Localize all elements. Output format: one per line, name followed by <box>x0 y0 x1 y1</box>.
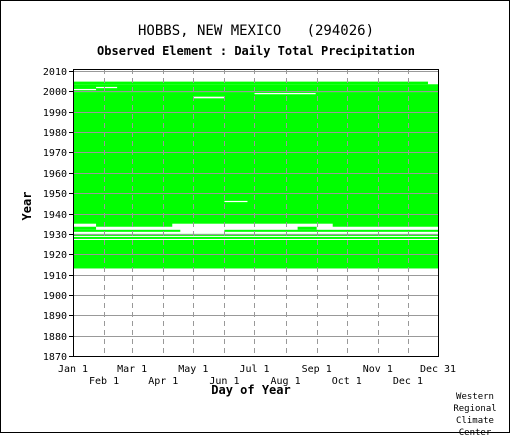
data-gap <box>193 96 225 99</box>
x-tick-label: Aug 1 <box>271 376 301 387</box>
y-tick-label: 1930 <box>43 230 67 241</box>
data-gap <box>73 88 97 91</box>
x-tick-label: Dec 31 <box>420 364 456 375</box>
credit-line: Regional <box>453 404 497 414</box>
y-tick-label: 1900 <box>43 291 67 302</box>
y-tick-label: 2010 <box>43 67 67 78</box>
x-tick-label: May 1 <box>178 364 208 375</box>
y-tick-label: 1940 <box>43 210 67 221</box>
y-tick-label: 1920 <box>43 250 67 261</box>
y-axis-label: Year <box>20 191 34 221</box>
y-tick-label: 2000 <box>43 87 67 98</box>
x-tick-label: Jul 1 <box>239 364 269 375</box>
x-tick-label: Mar 1 <box>117 364 147 375</box>
credit-line: Western <box>456 392 494 402</box>
y-tick-label: 1970 <box>43 148 67 159</box>
x-tick-label: Sep 1 <box>302 364 332 375</box>
station-id: (294026) <box>306 23 375 39</box>
coverage-block <box>96 222 173 227</box>
coverage-block <box>297 226 317 230</box>
tick-layer: 1870 1880 1890 1900 1910 1920 1930 1940 1950 1960… <box>43 67 456 387</box>
chart-title: HOBBS, NEW MEXICO (294026) <box>1 23 510 39</box>
data-gap <box>96 86 118 89</box>
coverage-block <box>73 226 97 230</box>
x-tick-label: Jun 1 <box>209 376 239 387</box>
x-tick-label: Feb 1 <box>89 376 119 387</box>
y-tick-label: 1980 <box>43 128 67 139</box>
y-tick-label: 1960 <box>43 169 67 180</box>
y-tick-label: 1990 <box>43 108 67 119</box>
credit-line: Center <box>458 428 492 438</box>
coverage-layer <box>73 81 438 269</box>
y-tick-label: 1870 <box>43 352 67 363</box>
chart-subtitle: Observed Element : Daily Total Precipita… <box>97 44 415 58</box>
coverage-block <box>73 84 438 93</box>
coverage-block <box>73 81 428 85</box>
x-tick-label: Oct 1 <box>332 376 362 387</box>
y-tick-label: 1910 <box>43 271 67 282</box>
coverage-block <box>73 92 438 224</box>
x-tick-label: Apr 1 <box>148 376 178 387</box>
credit-line: Climate <box>456 416 494 426</box>
x-tick-label: Jan 1 <box>58 364 88 375</box>
data-gap <box>254 93 316 95</box>
coverage-block <box>224 229 438 232</box>
x-tick-label: Nov 1 <box>363 364 393 375</box>
coverage-block <box>73 229 181 232</box>
station-name: HOBBS, NEW MEXICO <box>137 23 282 39</box>
plot-border <box>73 69 439 357</box>
data-gap <box>224 200 248 203</box>
x-axis-label: Day of Year <box>211 383 291 397</box>
y-tick-label: 1950 <box>43 189 67 200</box>
grid-layer <box>73 69 438 357</box>
y-tick-label: 1880 <box>43 332 67 343</box>
wrcc-credit: Western Regional Climate Center <box>443 391 507 439</box>
coverage-block <box>73 236 438 239</box>
coverage-block <box>332 222 438 227</box>
y-tick-label: 1890 <box>43 311 67 322</box>
x-tick-label: Dec 1 <box>393 376 423 387</box>
